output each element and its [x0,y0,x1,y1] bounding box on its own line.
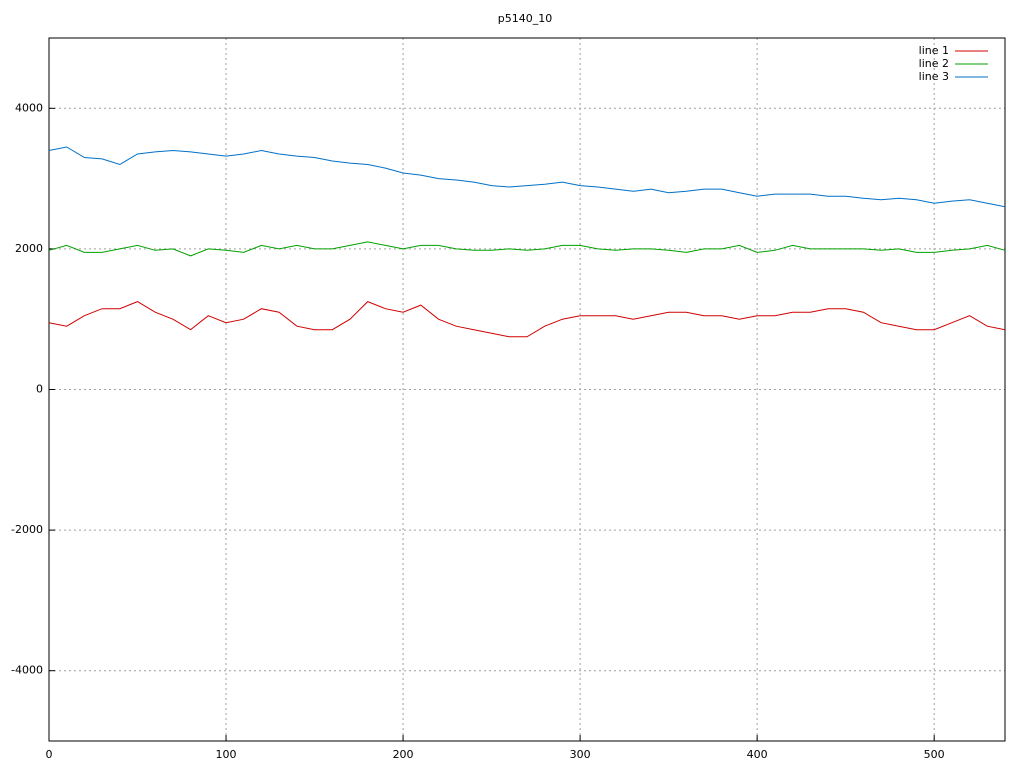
x-tick-label: 100 [216,748,237,761]
y-tick-label: 2000 [15,242,43,255]
legend-label: line 2 [919,57,949,70]
data-line [48,301,1006,338]
legend-label: line 1 [919,44,949,57]
x-tick-label: 200 [393,748,414,761]
y-tick-label: 4000 [15,101,43,114]
x-tick-label: 400 [747,748,768,761]
chart-title: p5140_10 [498,12,552,25]
y-tick-label: -4000 [11,664,43,677]
x-tick-label: 0 [46,748,53,761]
data-line [48,241,1006,257]
x-tick-label: 500 [924,748,945,761]
y-tick-label: -2000 [11,523,43,536]
data-line [48,146,1006,208]
plot-border [48,37,1006,742]
y-tick-label: 0 [36,383,43,396]
x-tick-label: 300 [570,748,591,761]
legend-label: line 3 [919,70,949,83]
